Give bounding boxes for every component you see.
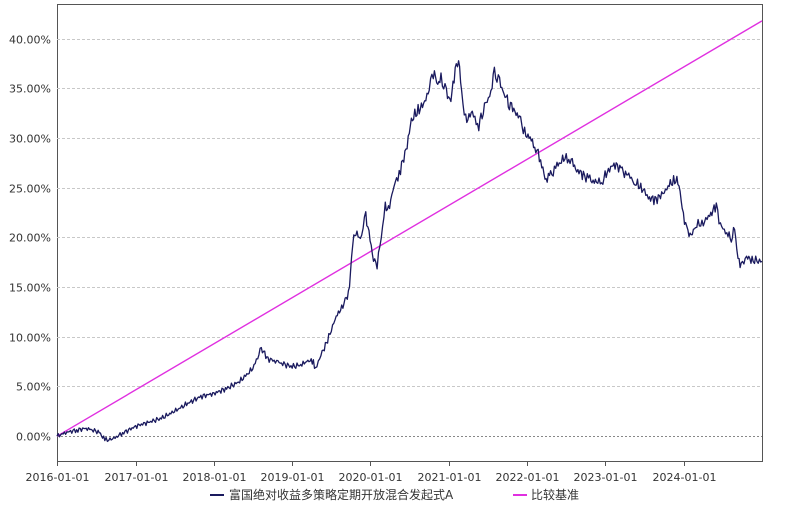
y-tick-label: 35.00% [9,83,51,96]
x-tick-label: 2022-01-01 [496,471,560,484]
x-tick-label: 2017-01-01 [105,471,169,484]
x-tick-label: 2020-01-01 [339,471,403,484]
series-line-benchmark [56,20,763,437]
x-tick-label: 2016-01-01 [26,471,90,484]
y-axis-ticks: 0.00% 5.00% 10.00% 15.00% 20.00% 25.00% 30.00%… [9,34,51,444]
y-tick-label: 0.00% [16,431,51,444]
x-tick-label: 2024-01-01 [653,471,717,484]
series-lines [56,20,763,443]
x-tick-label: 2023-01-01 [574,471,638,484]
x-tick-label: 2021-01-01 [418,471,482,484]
plot-area-frame [57,4,763,462]
y-tick-label: 15.00% [9,282,51,295]
x-axis-ticks: 2016-01-01 2017-01-01 2018-01-01 2019-01-01… [26,461,717,484]
legend-label-fund: 富国绝对收益多策略定期开放混合发起式A [229,487,454,502]
legend: 富国绝对收益多策略定期开放混合发起式A 比较基准 [210,487,579,502]
y-tick-label: 40.00% [9,34,51,47]
y-tick-label: 30.00% [9,133,51,146]
y-tick-label: 25.00% [9,183,51,196]
x-tick-label: 2018-01-01 [183,471,247,484]
y-tick-label: 10.00% [9,332,51,345]
legend-label-benchmark: 比较基准 [531,487,579,502]
y-tick-label: 20.00% [9,232,51,245]
y-tick-label: 5.00% [16,381,51,394]
series-line-fund [56,60,763,443]
x-tick-label: 2019-01-01 [261,471,325,484]
